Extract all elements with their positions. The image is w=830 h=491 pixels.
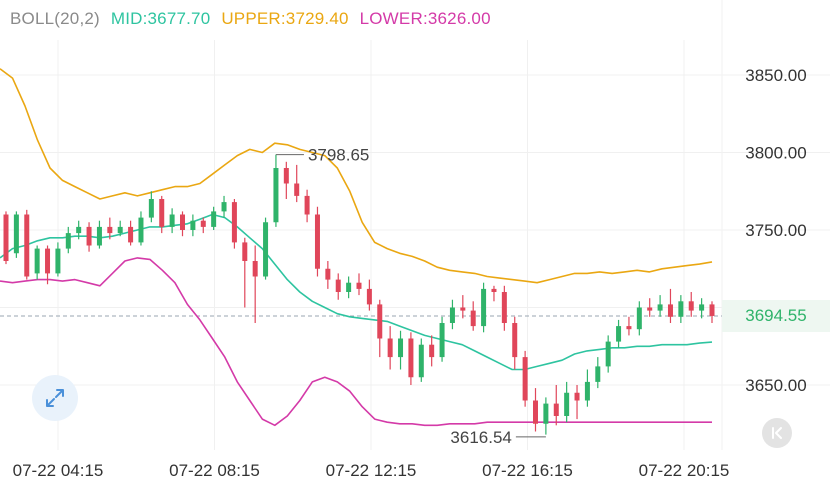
y-tick-label: 3850.00 [745, 66, 806, 85]
candle-body [117, 226, 123, 234]
candle-body [605, 341, 611, 367]
candle-body [699, 304, 705, 311]
candle-body [13, 214, 19, 254]
upper-band-line [0, 68, 713, 284]
candle-body [667, 304, 673, 317]
candle-body [273, 168, 279, 223]
candle-body [34, 248, 40, 274]
x-tick-label: 07-22 04:15 [13, 461, 104, 480]
candle-body [263, 222, 269, 277]
candle-body [595, 366, 601, 382]
candle-body [387, 338, 393, 358]
candle-body [501, 292, 507, 323]
legend-lower: LOWER:3626.00 [359, 9, 491, 28]
candle-body [709, 304, 715, 316]
candle-body [200, 220, 206, 227]
y-tick-label: 3650.00 [745, 376, 806, 395]
candle-body [522, 357, 528, 401]
legend-upper: UPPER:3729.40 [221, 9, 349, 28]
legend-mid: MID:3677.70 [110, 9, 211, 28]
candle-body [564, 392, 570, 416]
candle-body [418, 344, 424, 378]
candle-body [3, 214, 9, 261]
candle-body [553, 403, 559, 416]
candle-body [190, 220, 196, 230]
candle-body [481, 288, 487, 327]
candle-body [96, 226, 102, 246]
candle-body [398, 338, 404, 358]
x-tick-label: 07-22 16:15 [482, 461, 573, 480]
scroll-to-latest-button[interactable] [762, 418, 792, 448]
candle-body [616, 326, 622, 342]
candle-body [169, 214, 175, 227]
candle-body [346, 282, 352, 292]
candle-body [294, 183, 300, 196]
candle-body [304, 195, 310, 215]
candle-body [76, 226, 82, 234]
current-price-label: 3694.55 [745, 306, 807, 325]
y-tick-label: 3750.00 [745, 221, 806, 240]
expand-button[interactable] [32, 375, 78, 421]
candle-body [45, 248, 51, 274]
candle-body [325, 268, 331, 280]
candle-body [449, 307, 455, 323]
candle-body [377, 304, 383, 339]
candle-body [584, 381, 590, 401]
candle-body [55, 248, 61, 274]
candle-body [231, 202, 237, 243]
candle-body [429, 344, 435, 358]
candle-body [408, 338, 414, 378]
candle-body [335, 279, 341, 292]
candle-body [252, 261, 258, 277]
candle-body [148, 199, 154, 218]
candle-body [65, 233, 71, 249]
candle-body [626, 326, 632, 330]
candle-body [491, 288, 497, 292]
x-tick-label: 07-22 08:15 [169, 461, 260, 480]
x-tick-label: 07-22 12:15 [326, 461, 417, 480]
candle-body [366, 288, 372, 305]
boll-legend: BOLL(20,2) MID:3677.70 UPPER:3729.40 LOW… [10, 9, 497, 29]
x-tick-label: 07-22 20:15 [639, 461, 730, 480]
candle-body [460, 307, 466, 311]
candle-body [678, 301, 684, 317]
candle-body [657, 304, 663, 311]
candle-body [512, 323, 518, 358]
candle-body [470, 310, 476, 327]
low-price-label: 3616.54 [450, 428, 511, 447]
legend-indicator-name: BOLL(20,2) [10, 9, 100, 28]
candle-body [356, 282, 362, 289]
candle-body [221, 202, 227, 212]
candle-body [574, 392, 580, 401]
current-price-tag: 3694.55 [722, 300, 830, 332]
candle-body [543, 403, 549, 424]
candle-body [180, 214, 185, 230]
candle-body [24, 214, 30, 277]
candle-body [242, 242, 248, 261]
candle-body [107, 226, 113, 234]
candle-body [128, 226, 134, 243]
candle-body [86, 226, 92, 246]
candle-body [647, 307, 653, 311]
candle-body [314, 214, 320, 269]
candle-body [283, 168, 289, 184]
candle-body [211, 211, 217, 227]
candle-body [533, 400, 538, 424]
mid-band-line [0, 213, 713, 371]
candle-body [688, 301, 694, 311]
candle-body [636, 307, 642, 330]
expand-arrows-icon [46, 389, 64, 407]
chevron-left-icon [772, 427, 782, 439]
candle-body [159, 199, 165, 227]
candle-body [439, 323, 445, 358]
lower-band-line [0, 257, 712, 427]
high-price-label: 3798.65 [308, 146, 369, 165]
candle-body [138, 217, 144, 243]
y-tick-label: 3800.00 [745, 144, 806, 163]
